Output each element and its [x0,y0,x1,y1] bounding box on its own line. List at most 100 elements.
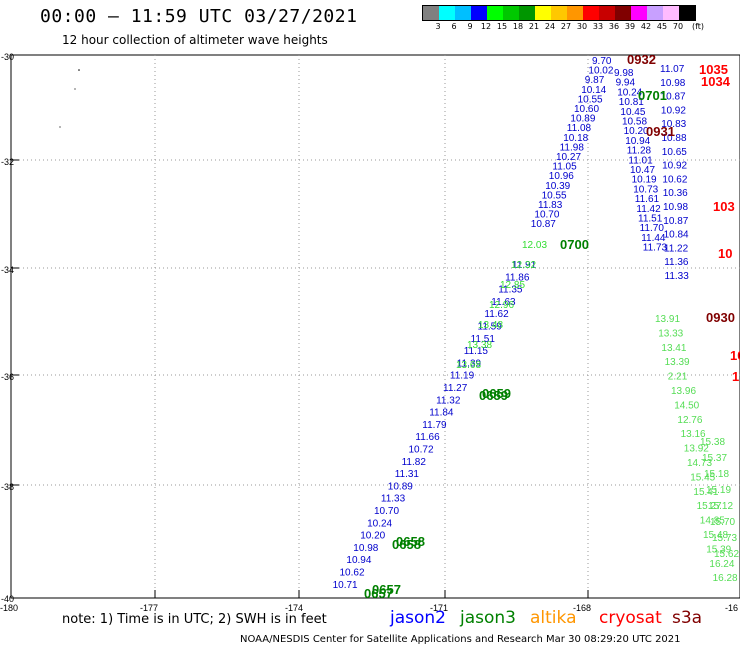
swh-value: 11.70 [640,223,665,234]
swh-value: 11.83 [538,200,563,211]
data-dot [59,126,61,128]
swh-value: 11.22 [664,243,689,254]
scale-label: 33 [592,22,604,31]
time-label: 1035 [699,62,728,77]
y-tick-label: -30 [1,52,14,62]
swh-value: 10.73 [633,184,658,195]
swh-value: 13.39 [665,357,690,368]
swh-value: 15.70 [710,517,735,528]
scale-label: 30 [576,22,588,31]
swh-value: 11.15 [464,346,489,357]
swh-value: 13.92 [684,444,709,455]
swh-value: 9.70 [592,56,612,67]
scale-swatch [535,6,551,20]
y-tick-label: -32 [1,157,14,167]
swh-value: 11.31 [395,469,420,480]
data-dot [78,69,80,71]
swh-value: 11.28 [627,146,652,157]
swh-value: 10.62 [662,174,687,185]
swh-value: 11.79 [422,420,447,431]
swh-value: 10.98 [353,543,378,554]
swh-value: 2.21 [668,372,688,383]
swh-value: 10.94 [625,136,650,147]
scale-label: 39 [624,22,636,31]
swh-value: 10.55 [578,94,603,105]
swh-value: 10.87 [663,216,688,227]
scale-swatch [439,6,455,20]
swh-value: 11.63 [491,297,516,308]
swh-value: 10.20 [624,126,649,137]
time-label: 0657 [364,586,393,601]
footer-note: note: 1) Time is in UTC; 2) SWH is in fe… [62,612,327,627]
legend-altika: altika [530,608,577,628]
swh-value: 10.87 [531,219,556,230]
time-label: 10 [718,246,732,261]
x-tick-label: -177 [140,603,158,613]
swh-value: 10.98 [660,78,685,89]
swh-value: 13.38 [467,340,492,351]
scale-label: 15 [496,22,508,31]
swh-value: 10.84 [664,230,689,241]
swh-value: 11.08 [567,123,592,134]
legend-cryosat: cryosat [599,608,662,628]
scale-label: 36 [608,22,620,31]
swh-value: 10.70 [374,506,399,517]
swh-value: 16.24 [709,559,734,570]
swh-value: 10.19 [632,175,657,186]
swh-value: 13.48 [478,320,503,331]
credit-line: NOAA/NESDIS Center for Satellite Applica… [240,634,681,645]
swh-value: 10.27 [556,152,581,163]
scale-label: 18 [512,22,524,31]
swh-value: 10.24 [617,87,642,98]
x-tick-label: -171 [430,603,448,613]
swh-value: 11.33 [381,494,406,505]
swh-value: 12.85 [500,280,525,291]
swh-value: 11.33 [665,271,690,282]
scale-swatch [471,6,487,20]
swh-value: 10.55 [542,190,567,201]
swh-value: 15.73 [712,533,737,544]
swh-value: 10.14 [581,85,606,96]
time-label: 10 [730,348,740,363]
time-label: 0659 [482,386,511,401]
scale-swatch [503,6,519,20]
data-dot [74,88,76,90]
scale-swatch [455,6,471,20]
swh-value: 12.32 [511,260,536,271]
swh-value: 10.98 [663,202,688,213]
legend-s3a: s3a [672,608,703,628]
swh-value: 11.61 [635,194,660,205]
swh-value: 10.96 [549,171,574,182]
swh-value: 11.39 [457,358,482,369]
scale-label: 6 [451,22,457,31]
scale-swatch [647,6,663,20]
swh-value: 10.89 [570,114,595,125]
scale-label: 27 [560,22,572,31]
scale-swatch [567,6,583,20]
swh-value: 11.05 [552,162,577,173]
swh-value: 10.70 [534,210,559,221]
swh-value: 15.18 [704,469,729,480]
time-label: 0931 [646,124,675,139]
swh-value: 13.41 [661,343,686,354]
scale-label: (ft) [691,22,705,31]
time-label: 0658 [396,534,425,549]
swh-value: 11.62 [484,309,509,320]
scale-label: 21 [528,22,540,31]
swh-value: 11.86 [505,272,530,283]
swh-value: 11.98 [560,142,585,153]
swh-value: 11.42 [636,204,661,215]
swh-value: 10.02 [588,66,613,77]
y-tick-label: -34 [1,265,14,275]
swh-value: 11.51 [471,334,496,345]
swh-value: 11.19 [450,371,475,382]
scale-label: 12 [480,22,492,31]
x-tick-label: -16 [725,603,738,613]
swh-value: 15.12 [708,501,733,512]
scale-label: 70 [672,22,684,31]
swh-value: 10.83 [661,119,686,130]
time-label: 103 [713,199,735,214]
swh-value: 11.01 [628,155,653,166]
scale-label: 3 [435,22,441,31]
